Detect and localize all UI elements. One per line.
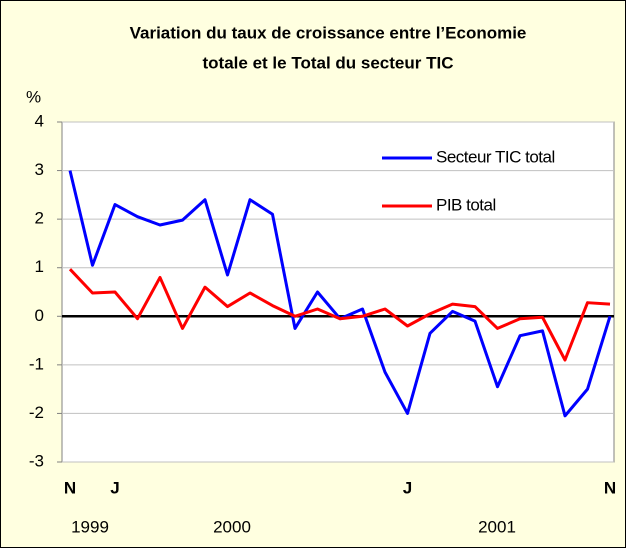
plot-area xyxy=(61,121,615,463)
y-tick-label: 1 xyxy=(35,257,44,276)
chart-title: totale et le Total du secteur TIC xyxy=(203,53,454,72)
y-tick-label: 0 xyxy=(35,306,44,325)
year-label: 2001 xyxy=(478,517,516,536)
legend-label: Secteur TIC total xyxy=(436,147,555,166)
y-tick-label: -3 xyxy=(29,451,44,470)
year-label: 1999 xyxy=(71,517,109,536)
x-tick-label: J xyxy=(110,478,119,497)
x-tick-label: J xyxy=(403,478,412,497)
chart-title: Variation du taux de croissance entre l’… xyxy=(130,23,527,42)
year-label: 2000 xyxy=(213,517,251,536)
legend-label: PIB total xyxy=(436,195,496,214)
y-tick-label: 4 xyxy=(35,111,44,130)
y-tick-label: -1 xyxy=(29,354,44,373)
y-tick-label: 3 xyxy=(35,160,44,179)
y-axis-label: % xyxy=(26,87,41,106)
y-tick-label: -2 xyxy=(29,403,44,422)
series-line xyxy=(68,268,611,362)
x-tick-label: N xyxy=(604,478,616,497)
y-tick-label: 2 xyxy=(35,209,44,228)
x-tick-label: N xyxy=(64,478,76,497)
